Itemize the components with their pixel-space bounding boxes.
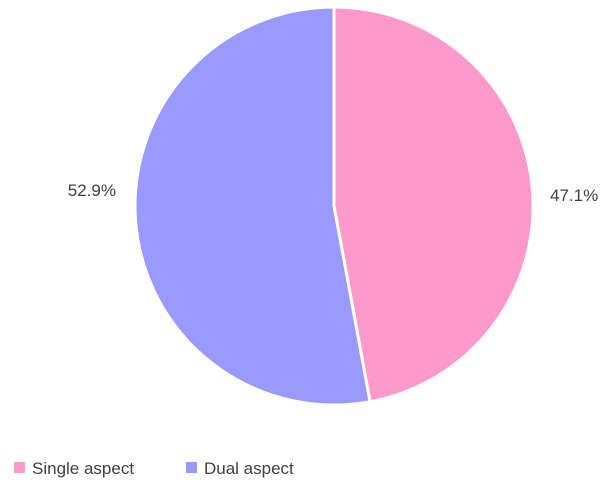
legend-label-single-aspect: Single aspect [32, 459, 134, 478]
pie-slice-dual-aspect [133, 5, 372, 407]
data-label-dual-aspect: 52.9% [68, 181, 116, 200]
legend-label-dual-aspect: Dual aspect [204, 459, 294, 478]
data-label-single-aspect: 47.1% [550, 186, 598, 205]
legend: Single aspect Dual aspect [14, 459, 294, 478]
legend-swatch-dual-aspect [186, 462, 197, 473]
legend-swatch-single-aspect [14, 462, 25, 473]
pie-slice-single-aspect [332, 5, 535, 404]
pie-data-labels: 47.1% 52.9% [68, 181, 598, 205]
pie-slices [133, 5, 535, 407]
